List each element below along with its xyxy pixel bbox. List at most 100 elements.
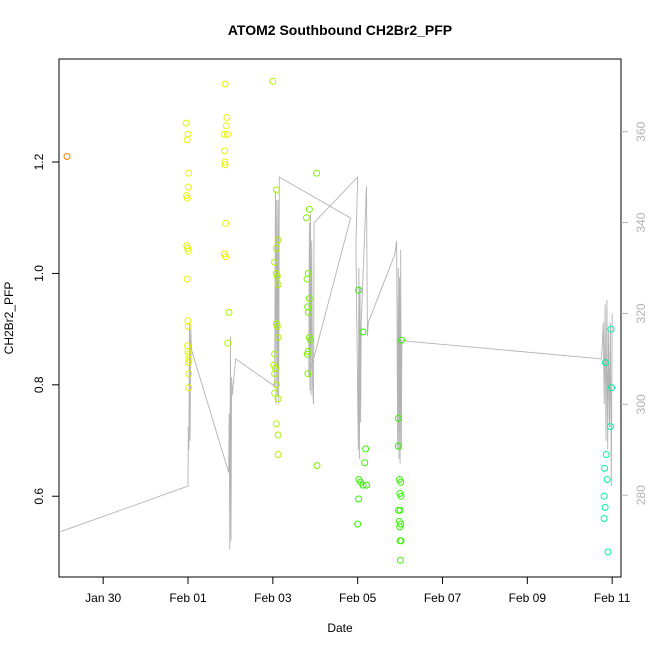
data-point xyxy=(185,169,193,177)
data-point xyxy=(269,77,277,85)
data-point xyxy=(222,219,230,227)
data-point xyxy=(184,244,192,252)
y2-tick-label: 340 xyxy=(634,212,648,232)
x-axis: Jan 30 Feb 01 Feb 03 Feb 05 Feb 07 Feb 09 Feb … xyxy=(85,577,631,605)
data-point xyxy=(274,281,282,289)
data-point xyxy=(361,459,369,467)
y-axis-label: CH2Br2_PFP xyxy=(2,282,16,355)
data-point xyxy=(600,515,608,522)
data-point xyxy=(185,356,193,364)
data-point xyxy=(221,161,229,169)
data-point xyxy=(274,431,282,439)
data-point xyxy=(396,523,404,531)
y2-tick-label: 320 xyxy=(634,303,648,323)
data-point xyxy=(221,147,228,155)
data-point xyxy=(184,322,192,330)
data-point xyxy=(355,495,363,503)
data-point xyxy=(359,328,367,336)
data-point xyxy=(184,183,192,191)
data-point xyxy=(184,317,192,325)
x-tick-label: Feb 03 xyxy=(254,591,292,605)
data-point xyxy=(606,423,614,431)
data-point xyxy=(271,370,279,378)
data-point xyxy=(183,194,191,202)
data-point xyxy=(397,520,405,528)
data-point xyxy=(185,370,193,378)
y-tick-label: 0.6 xyxy=(32,488,46,505)
data-point xyxy=(185,384,193,392)
data-point xyxy=(303,350,311,358)
data-point xyxy=(354,520,362,528)
data-point xyxy=(302,214,310,222)
plot-area xyxy=(60,77,616,564)
data-point xyxy=(274,451,282,458)
data-point xyxy=(396,556,404,564)
data-point xyxy=(608,384,616,392)
data-point xyxy=(394,414,402,422)
data-point xyxy=(272,186,280,194)
data-point xyxy=(184,247,192,255)
y2-tick-label: 360 xyxy=(634,121,648,141)
y2-tick-label: 300 xyxy=(634,394,648,414)
data-point xyxy=(274,395,282,403)
data-point xyxy=(274,334,282,341)
data-point xyxy=(224,130,231,138)
data-point xyxy=(307,336,314,344)
data-point xyxy=(271,389,279,397)
data-point xyxy=(273,272,281,280)
data-point xyxy=(182,119,190,127)
data-point xyxy=(271,350,279,358)
data-point xyxy=(271,258,279,266)
data-point xyxy=(601,503,609,511)
data-point xyxy=(304,370,312,378)
data-point xyxy=(397,478,405,486)
data-point xyxy=(363,481,370,489)
data-point xyxy=(183,136,191,144)
y-tick-label: 0.8 xyxy=(32,376,46,393)
data-point xyxy=(305,205,313,213)
data-point xyxy=(63,153,71,160)
data-point xyxy=(607,325,615,333)
data-point xyxy=(185,359,192,367)
x-axis-label: Date xyxy=(327,621,353,635)
y-tick-label: 1.0 xyxy=(32,265,46,282)
data-point xyxy=(222,253,230,261)
data-point xyxy=(601,464,608,472)
series-line xyxy=(60,175,613,550)
data-point xyxy=(602,451,610,458)
data-point xyxy=(313,169,321,177)
data-point xyxy=(184,347,192,355)
y2-axis: 280 300 320 340 360 xyxy=(621,121,648,505)
data-point xyxy=(305,295,313,302)
y-tick-label: 1.2 xyxy=(32,153,46,170)
data-point xyxy=(398,336,406,344)
data-point xyxy=(604,548,612,556)
x-tick-label: Feb 11 xyxy=(594,591,631,605)
x-tick-label: Feb 09 xyxy=(509,591,547,605)
x-tick-label: Feb 01 xyxy=(169,591,207,605)
data-point xyxy=(273,322,281,330)
y2-tick-label: 280 xyxy=(634,485,648,505)
x-tick-label: Jan 30 xyxy=(85,591,121,605)
data-point xyxy=(305,308,312,316)
data-point xyxy=(272,269,280,277)
y-axis: 0.6 0.8 1.0 1.2 xyxy=(32,153,59,505)
data-point xyxy=(362,445,370,453)
data-point xyxy=(221,158,229,166)
x-tick-label: Feb 07 xyxy=(424,591,462,605)
x-tick-label: Feb 05 xyxy=(339,591,377,605)
data-point xyxy=(600,492,608,500)
plot-frame xyxy=(58,58,622,578)
data-point xyxy=(224,339,232,347)
data-point xyxy=(313,462,321,470)
data-point xyxy=(274,236,282,244)
data-point xyxy=(359,481,367,489)
data-point xyxy=(303,275,311,283)
data-point xyxy=(222,122,230,130)
data-point xyxy=(183,275,191,283)
data-point xyxy=(220,130,228,138)
data-point xyxy=(397,537,405,545)
data-point xyxy=(272,420,280,428)
data-point xyxy=(603,476,611,483)
